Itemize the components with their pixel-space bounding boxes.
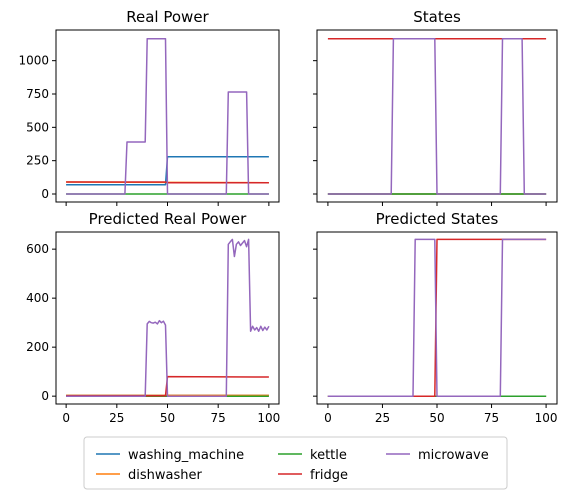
axes-frame xyxy=(55,231,280,405)
legend-label: fridge xyxy=(310,468,348,483)
y-tick-label: 200 xyxy=(26,340,49,354)
legend-label: washing_machine xyxy=(128,448,244,463)
panel-real-power: Real Power 0 250 500 750 1000 xyxy=(18,8,280,206)
y-tick-label: 1000 xyxy=(18,54,49,68)
panel-title: Predicted Real Power xyxy=(89,210,247,228)
series-line-microwave xyxy=(66,37,269,195)
legend-label: kettle xyxy=(310,448,347,463)
x-tick-label: 25 xyxy=(109,411,124,425)
axes-frame xyxy=(316,29,558,203)
y-tick-label: 500 xyxy=(26,120,49,134)
legend: washing_machine kettle microwave dishwasher… xyxy=(83,436,508,490)
legend-frame xyxy=(83,436,508,490)
x-tick-label: 50 xyxy=(160,411,175,425)
legend-label: dishwasher xyxy=(128,468,202,483)
legend-item-washing-machine: washing_machine xyxy=(96,448,244,463)
panel-title: Predicted States xyxy=(376,210,499,228)
x-tick-label: 100 xyxy=(257,411,280,425)
y-tick-label: 250 xyxy=(26,154,49,168)
series-group xyxy=(66,238,270,397)
panel-title: Real Power xyxy=(126,8,209,26)
y-tick-label: 400 xyxy=(26,291,49,305)
y-tick-label: 750 xyxy=(26,87,49,101)
x-tick-label: 0 xyxy=(324,411,332,425)
series-group xyxy=(327,238,547,397)
y-tick-label: 600 xyxy=(26,242,49,256)
series-line-microwave xyxy=(327,37,547,195)
series-group xyxy=(327,37,547,195)
legend-item-kettle: kettle xyxy=(278,448,347,463)
x-tick-label: 0 xyxy=(62,411,70,425)
legend-item-fridge: fridge xyxy=(278,468,348,483)
legend-item-dishwasher: dishwasher xyxy=(96,468,202,483)
panel-states: States xyxy=(313,8,558,206)
axes-frame xyxy=(55,29,280,203)
x-tick-label: 100 xyxy=(535,411,558,425)
axes-frame xyxy=(316,231,558,405)
panel-predicted-real-power: Predicted Real Power 0 25 50 75 100 0 200 400 600 xyxy=(26,210,280,425)
series-line-microwave xyxy=(327,238,547,397)
legend-item-microwave: microwave xyxy=(386,448,489,463)
legend-label: microwave xyxy=(418,448,489,463)
y-tick-label: 0 xyxy=(41,187,49,201)
panel-predicted-states: Predicted States 0 25 50 75 100 xyxy=(313,210,558,425)
series-line-microwave xyxy=(66,238,270,397)
x-tick-label: 25 xyxy=(375,411,390,425)
x-tick-label: 75 xyxy=(484,411,499,425)
series-group xyxy=(66,37,269,195)
series-line-fridge xyxy=(66,181,269,184)
x-tick-label: 50 xyxy=(429,411,444,425)
panel-title: States xyxy=(413,8,461,26)
x-tick-label: 75 xyxy=(211,411,226,425)
y-tick-label: 0 xyxy=(41,389,49,403)
